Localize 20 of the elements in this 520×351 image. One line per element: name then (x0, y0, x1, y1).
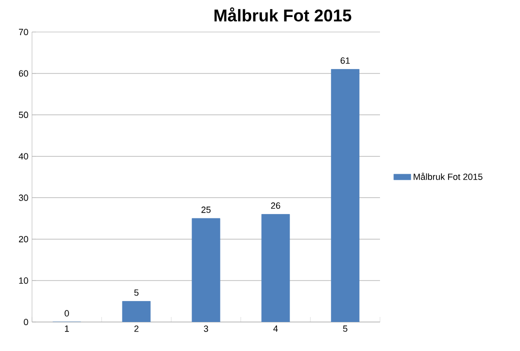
data-label: 61 (340, 57, 350, 64)
y-tick-label: 0 (24, 318, 28, 326)
x-tick-label: 3 (204, 326, 208, 332)
y-tick-label: 10 (19, 277, 28, 284)
legend-label: Målbruk Fot 2015 (414, 172, 482, 180)
data-label: 0 (64, 310, 69, 316)
y-tick-label: 30 (18, 194, 28, 201)
x-tick-label: 5 (343, 326, 348, 332)
chart-title: Målbruk Fot 2015 (214, 7, 352, 22)
x-tick-label: 2 (134, 326, 138, 332)
data-label: 26 (271, 202, 280, 209)
y-tick-label: 50 (18, 112, 28, 118)
y-tick-label: 40 (18, 153, 28, 160)
x-tick-label: 4 (273, 326, 278, 332)
data-label: 25 (201, 206, 211, 213)
y-tick-label: 70 (18, 28, 28, 36)
data-label: 5 (134, 290, 139, 296)
y-tick-label: 20 (18, 236, 28, 242)
y-tick-label: 60 (18, 70, 28, 77)
x-tick-label: 1 (64, 326, 69, 332)
